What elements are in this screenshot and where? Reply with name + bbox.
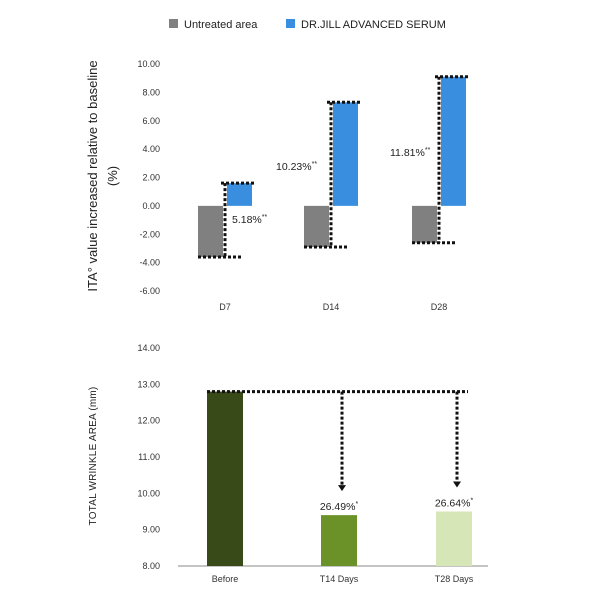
chart1-xtick: D14 [323,302,340,312]
chart1-bar-untreated [198,205,223,257]
chart1-xtick: D28 [431,302,448,312]
legend: Untreated area DR.JILL ADVANCED SERUM [169,19,446,31]
chart1-bar-serum [333,102,358,206]
chart2-annotation: 26.64%* [435,498,474,510]
legend-label-serum: DR.JILL ADVANCED SERUM [301,19,446,31]
chart2-xtick: T28 Days [435,574,474,584]
chart1-ytick: -4.00 [139,258,160,268]
legend-swatch-untreated [169,19,178,28]
chart1-annotation-d28: 11.81%** [390,147,431,159]
legend-swatch-serum [286,19,295,28]
chart2-ylabel: TOTAL WRINKLE AREA (mm) [88,387,99,526]
chart1-ylabel-line1: ITA° value increased relative to baselin… [85,60,100,291]
chart1-ytick: -2.00 [139,229,160,239]
chart2-annotation: 26.49%* [320,501,359,513]
chart1-ytick: 2.00 [142,173,160,183]
chart1-ytick: 8.00 [142,87,160,97]
chart2-arrowhead [338,485,346,492]
legend-label-untreated: Untreated area [184,19,258,31]
chart1-ytick: 10.00 [137,59,160,69]
chart2-bar [207,391,243,566]
chart2-ytick: 11.00 [138,452,160,462]
chart1-ytick: 6.00 [142,116,160,126]
chart2-ytick: 8.00 [142,561,160,571]
chart1: 10.00 8.00 6.00 4.00 2.00 0.00 -2.00 -4.00 -6.00… [137,59,468,312]
chart2-ytick: 10.00 [137,488,160,498]
chart2-ytick: 9.00 [142,525,160,535]
chart1-annotation-d14: 10.23%** [276,161,317,173]
chart2-arrowhead [453,481,461,488]
chart2-bar [321,515,357,566]
chart1-bar-serum [227,183,252,206]
chart2-xtick: Before [212,574,239,584]
chart2-bar [436,511,472,566]
chart1-bar-untreated [412,205,437,243]
chart2-ytick: 13.00 [137,379,160,389]
chart1-ytick: 4.00 [142,144,160,154]
chart1-ytick: 0.00 [142,201,160,211]
chart1-bar-untreated [304,205,329,248]
chart1-bar-serum [441,76,466,206]
chart2-ytick: 12.00 [137,416,160,426]
chart1-annotation-d14-sup: ** [312,161,318,168]
chart1-xtick: D7 [219,302,231,312]
chart1-ylabel: ITA° value increased relative to baselin… [85,60,120,291]
chart1-ytick: -6.00 [139,286,160,296]
chart2-annotation-sup: * [470,498,473,505]
chart2: 14.00 13.00 12.00 11.00 10.00 9.00 8.00 Before T… [137,343,488,584]
chart1-annotation-d7-sup: ** [262,214,268,221]
chart2-ytick: 14.00 [137,343,160,353]
chart1-annotation-d28-sup: ** [425,147,431,154]
chart2-annotation-sup: * [355,501,358,508]
chart2-xtick: T14 Days [320,574,359,584]
chart2-ylabel-text: TOTAL WRINKLE AREA (mm) [88,387,99,526]
chart1-ylabel-line2: (%) [105,166,120,186]
chart1-annotation-d7: 5.18%** [232,214,268,226]
